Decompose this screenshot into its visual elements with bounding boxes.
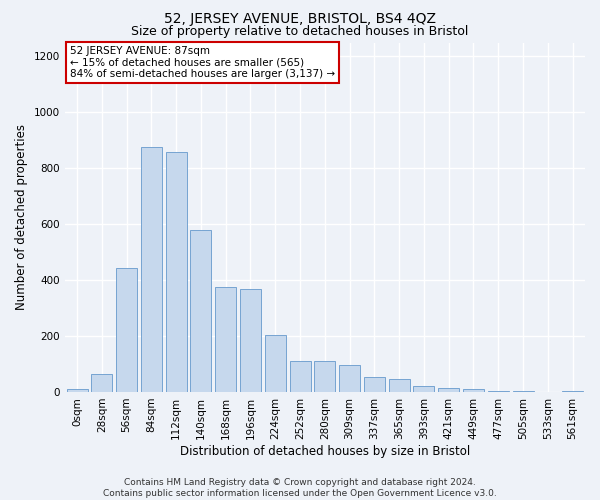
X-axis label: Distribution of detached houses by size in Bristol: Distribution of detached houses by size … xyxy=(180,444,470,458)
Bar xyxy=(389,378,410,392)
Bar xyxy=(166,152,187,392)
Y-axis label: Number of detached properties: Number of detached properties xyxy=(15,124,28,310)
Text: Contains HM Land Registry data © Crown copyright and database right 2024.
Contai: Contains HM Land Registry data © Crown c… xyxy=(103,478,497,498)
Bar xyxy=(339,366,360,392)
Bar xyxy=(91,374,112,392)
Bar xyxy=(67,389,88,392)
Bar xyxy=(215,287,236,392)
Text: 52, JERSEY AVENUE, BRISTOL, BS4 4QZ: 52, JERSEY AVENUE, BRISTOL, BS4 4QZ xyxy=(164,12,436,26)
Bar xyxy=(463,389,484,392)
Bar xyxy=(116,268,137,392)
Bar xyxy=(364,376,385,392)
Bar xyxy=(314,361,335,392)
Bar xyxy=(141,148,162,392)
Bar xyxy=(488,390,509,392)
Bar xyxy=(265,334,286,392)
Text: 52 JERSEY AVENUE: 87sqm
← 15% of detached houses are smaller (565)
84% of semi-d: 52 JERSEY AVENUE: 87sqm ← 15% of detache… xyxy=(70,46,335,79)
Bar xyxy=(438,388,459,392)
Bar xyxy=(413,386,434,392)
Bar xyxy=(290,361,311,392)
Text: Size of property relative to detached houses in Bristol: Size of property relative to detached ho… xyxy=(131,25,469,38)
Bar xyxy=(240,288,261,392)
Bar xyxy=(190,230,211,392)
